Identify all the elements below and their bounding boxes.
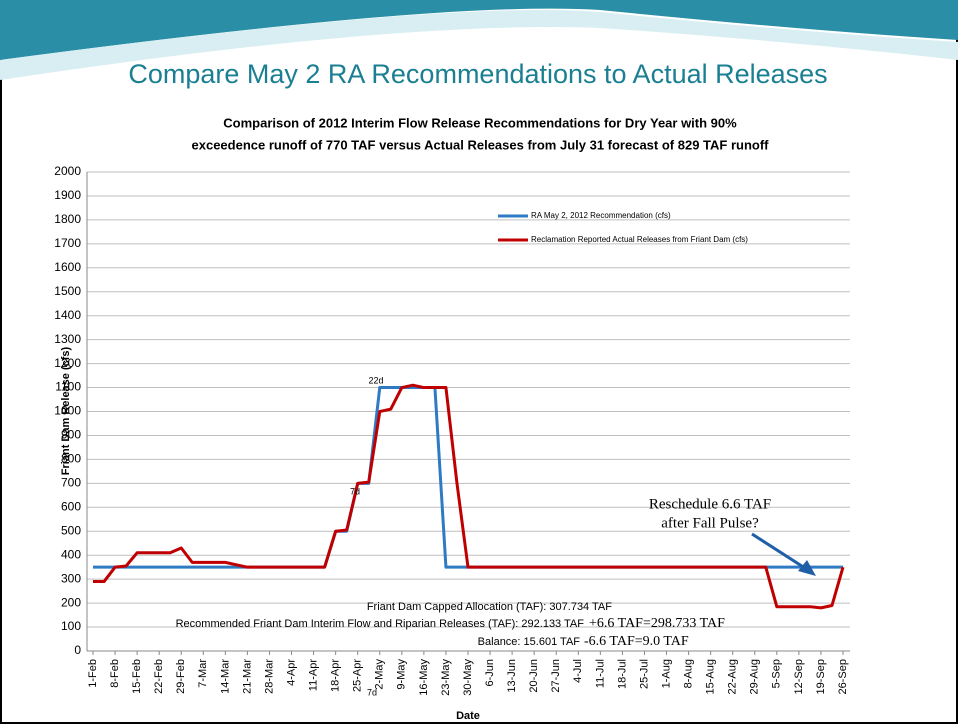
x-tick-label: 25-Apr (352, 659, 364, 692)
note: -6.6 TAF=9.0 TAF (584, 634, 689, 649)
y-tick-label: 1500 (54, 284, 81, 298)
note: Balance: 15.601 TAF (478, 636, 581, 648)
x-tick-label: 27-Jun (550, 659, 562, 693)
note: Recommended Friant Dam Interim Flow and … (176, 618, 585, 630)
x-tick-label: 29-Aug (749, 659, 761, 694)
x-tick-label: 13-Jun (506, 659, 518, 693)
annotation: 7d (367, 687, 377, 697)
legend-label: RA May 2, 2012 Recommendation (cfs) (531, 211, 671, 220)
y-tick-label: 1300 (54, 332, 81, 346)
annotation: Reschedule 6.6 TAF (649, 496, 771, 512)
annotation-arrow (751, 532, 809, 572)
y-tick-label: 1200 (54, 356, 81, 370)
x-tick-label: 4-Jul (572, 659, 584, 683)
note: +6.6 TAF=298.733 TAF (589, 616, 725, 631)
y-tick-label: 1000 (54, 404, 81, 418)
x-tick-label: 21-Mar (241, 659, 253, 694)
y-tick-label: 800 (61, 452, 81, 466)
x-tick-label: 20-Jun (528, 659, 540, 693)
x-tick-label: 19-Sep (815, 659, 827, 694)
x-tick-label: 23-May (440, 659, 452, 696)
chart-title: exceedence runoff of 770 TAF versus Actu… (192, 137, 770, 152)
x-tick-label: 4-Apr (285, 659, 297, 686)
decor-swoosh-light (0, 10, 958, 80)
x-tick-label: 7-Mar (197, 659, 209, 688)
x-tick-label: 6-Jun (484, 659, 496, 687)
x-tick-label: 25-Jul (638, 659, 650, 689)
x-tick-label: 29-Feb (175, 659, 187, 694)
x-tick-label: 8-Aug (682, 659, 694, 688)
y-tick-label: 100 (61, 619, 81, 633)
x-tick-label: 30-May (462, 659, 474, 696)
x-tick-label: 2-May (374, 659, 386, 690)
y-tick-label: 1400 (54, 308, 81, 322)
slide-title: Compare May 2 RA Recommendations to Actu… (128, 59, 827, 89)
y-tick-label: 300 (61, 571, 81, 585)
chart-title: Comparison of 2012 Interim Flow Release … (223, 115, 737, 130)
series-line (93, 383, 845, 610)
y-tick-label: 700 (61, 476, 81, 490)
x-tick-label: 18-Apr (330, 659, 342, 692)
decor-swoosh (0, 0, 958, 60)
y-tick-label: 500 (61, 523, 81, 537)
annotation: 22d (368, 375, 383, 385)
y-tick-label: 600 (61, 499, 81, 513)
y-tick-label: 1600 (54, 260, 81, 274)
x-tick-label: 28-Mar (263, 659, 275, 694)
annotation-arrowhead (798, 560, 816, 576)
x-tick-label: 9-May (396, 659, 408, 690)
x-tick-label: 1-Aug (660, 659, 672, 688)
annotation: after Fall Pulse? (661, 515, 759, 531)
x-tick-label: 15-Aug (705, 659, 717, 694)
y-tick-label: 1100 (55, 380, 81, 394)
x-tick-label: 8-Feb (109, 659, 121, 688)
x-tick-label: 22-Aug (727, 659, 739, 694)
x-tick-label: 16-May (418, 659, 430, 696)
y-tick-label: 200 (61, 595, 81, 609)
x-axis-label: Date (456, 710, 480, 722)
x-tick-label: 22-Feb (153, 659, 165, 694)
x-tick-label: 11-Jul (594, 659, 606, 688)
x-tick-label: 12-Sep (793, 659, 805, 694)
x-tick-label: 11-Apr (307, 659, 319, 692)
y-tick-label: 1900 (54, 188, 81, 202)
annotation: 7d (350, 486, 360, 496)
x-tick-label: 26-Sep (837, 659, 849, 694)
legend-label: Reclamation Reported Actual Releases fro… (531, 235, 748, 244)
note: Friant Dam Capped Allocation (TAF): 307.… (367, 601, 612, 613)
y-tick-label: 900 (61, 428, 81, 442)
y-tick-label: 1800 (54, 212, 81, 226)
y-tick-label: 1700 (54, 236, 81, 250)
y-tick-label: 400 (61, 547, 81, 561)
x-tick-label: 14-Mar (219, 659, 231, 694)
y-axis-label: Friant Dam Release (cfs) (60, 346, 72, 475)
x-tick-label: 5-Sep (771, 659, 783, 688)
x-tick-label: 15-Feb (131, 659, 143, 694)
y-tick-label: 0 (74, 643, 81, 657)
y-tick-label: 2000 (54, 164, 81, 178)
x-tick-label: 18-Jul (616, 659, 628, 689)
x-tick-label: 1-Feb (87, 659, 99, 688)
